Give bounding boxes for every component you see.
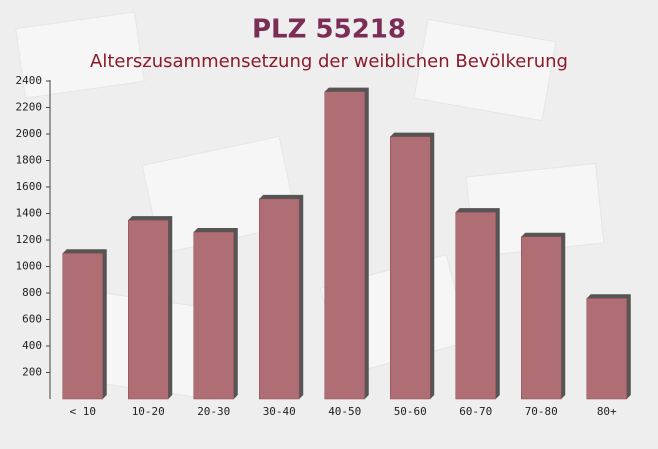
x-tick-label: 40-50: [328, 405, 361, 418]
y-tick-label: 2200: [16, 101, 43, 114]
x-tick-label: < 10: [70, 405, 97, 418]
y-tick-label: 1400: [16, 207, 43, 220]
bar: [259, 198, 300, 400]
y-tick-label: 2400: [16, 74, 43, 87]
bar: [324, 91, 365, 400]
x-tick-label: 70-80: [525, 405, 558, 418]
bar: [193, 231, 234, 400]
x-tick-label: 50-60: [394, 405, 427, 418]
y-tick-label: 400: [22, 339, 42, 352]
x-tick-label: 80+: [597, 405, 617, 418]
y-tick-label: 1600: [16, 180, 43, 193]
y-tick-label: 1000: [16, 260, 43, 273]
bar: [390, 136, 431, 400]
bar: [586, 298, 627, 400]
chart-title: PLZ 55218: [252, 15, 406, 45]
y-tick-label: 800: [22, 286, 42, 299]
chart-subtitle: Alterszusammensetzung der weiblichen Bev…: [90, 51, 568, 72]
x-tick-label: 60-70: [459, 405, 492, 418]
bar: [128, 219, 169, 400]
bar: [62, 253, 103, 400]
y-tick-label: 200: [22, 366, 42, 379]
x-tick-label: 10-20: [132, 405, 165, 418]
x-tick-label: 20-30: [197, 405, 230, 418]
y-tick-label: 2000: [16, 127, 43, 140]
bar: [455, 211, 496, 400]
x-tick-label: 30-40: [263, 405, 296, 418]
y-tick-label: 1200: [16, 233, 43, 246]
y-tick-label: 600: [22, 313, 42, 326]
y-tick-label: 1800: [16, 154, 43, 167]
bar: [521, 236, 562, 400]
